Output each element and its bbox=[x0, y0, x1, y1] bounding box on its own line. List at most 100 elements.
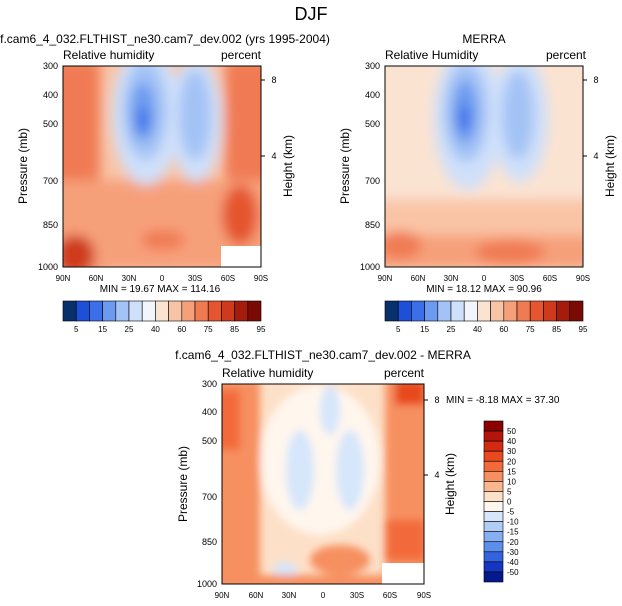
colorbar-label: 50 bbox=[507, 427, 516, 436]
colorbar-label: 40 bbox=[473, 325, 482, 334]
colorbar-swatch bbox=[483, 450, 504, 462]
colorbar-swatch bbox=[477, 300, 491, 322]
y-tick-300: 300 bbox=[43, 61, 58, 71]
y-tick-400: 400 bbox=[43, 90, 58, 100]
x-tick: 60N bbox=[411, 274, 426, 283]
colorbar: 5 15 25 40 60 75 85 95 bbox=[62, 300, 266, 334]
figure-title: DJF bbox=[295, 4, 328, 24]
colorbar-label: 60 bbox=[499, 325, 508, 334]
y-tick-850: 850 bbox=[202, 537, 217, 547]
height-tick-8: 8 bbox=[271, 75, 276, 85]
units-label: percent bbox=[221, 48, 262, 62]
colorbar-swatch bbox=[234, 300, 249, 322]
colorbar-label: 5 bbox=[74, 325, 79, 334]
colorbar-label: 25 bbox=[125, 325, 134, 334]
y-tick-1000: 1000 bbox=[360, 262, 380, 272]
x-tick: 60S bbox=[383, 591, 397, 600]
colorbar-label: 0 bbox=[507, 498, 512, 507]
x-tick: 60N bbox=[89, 274, 104, 283]
y-ticks: 300 400 500 700 850 1000 bbox=[197, 379, 217, 589]
colorbar-swatch bbox=[483, 521, 504, 532]
x-tick: 30S bbox=[510, 274, 524, 283]
x-tick: 30N bbox=[282, 591, 297, 600]
colorbar-label: -20 bbox=[507, 538, 519, 547]
colorbar-swatch bbox=[247, 300, 262, 322]
colorbar-swatch bbox=[411, 300, 425, 322]
colorbar-swatch bbox=[194, 300, 209, 322]
colorbar-swatch bbox=[483, 541, 504, 553]
colorbar-swatch bbox=[102, 300, 117, 322]
x-ticks: 90N 60N 30N 0 30S 60S 90S bbox=[215, 591, 431, 600]
colorbar-swatch bbox=[516, 300, 531, 322]
y-tick-500: 500 bbox=[202, 436, 217, 446]
variable-label: Relative humidity bbox=[222, 366, 313, 380]
y2-ticks: 8 4 bbox=[261, 75, 277, 161]
colorbar-label: -10 bbox=[507, 518, 519, 527]
y-ticks: 300 400 500 700 850 1000 bbox=[38, 61, 58, 272]
panel-title: MERRA bbox=[462, 32, 505, 46]
panel-title: f.cam6_4_032.FLTHIST_ne30.cam7_dev.002 -… bbox=[175, 348, 471, 362]
colorbar-label: 75 bbox=[526, 325, 535, 334]
height-tick-4: 4 bbox=[434, 470, 439, 480]
x-tick: 0 bbox=[321, 591, 326, 600]
colorbar-label: -5 bbox=[507, 508, 515, 517]
colorbar-swatch bbox=[483, 460, 504, 472]
colorbar-label: 95 bbox=[257, 325, 266, 334]
colorbar-label: 25 bbox=[447, 325, 456, 334]
colorbar-label: 5 bbox=[507, 487, 512, 496]
y-axis-title: Pressure (mb) bbox=[338, 128, 352, 204]
x-ticks: 90N 60N 30N 0 30S 60S 90S bbox=[378, 274, 590, 283]
colorbar-swatch bbox=[115, 300, 130, 322]
colorbar-swatch bbox=[483, 551, 504, 563]
y-tick-850: 850 bbox=[43, 220, 58, 230]
x-tick: 60N bbox=[249, 591, 264, 600]
colorbar-swatch bbox=[483, 501, 504, 512]
colorbar-swatch bbox=[424, 300, 439, 322]
contour-field bbox=[222, 384, 424, 584]
x-tick: 30S bbox=[350, 591, 364, 600]
colorbar-swatch bbox=[483, 531, 504, 543]
x-tick: 0 bbox=[160, 274, 165, 283]
colorbar-label: -40 bbox=[507, 558, 519, 567]
x-tick: 90N bbox=[215, 591, 230, 600]
colorbar-label: 30 bbox=[507, 447, 516, 456]
colorbar-swatch bbox=[181, 300, 196, 322]
colorbar-label: 40 bbox=[151, 325, 160, 334]
x-ticks: 90N 60N 30N 0 30S 60S 90S bbox=[56, 274, 268, 283]
colorbar-label: 15 bbox=[507, 467, 516, 476]
colorbar-label: -30 bbox=[507, 548, 519, 557]
colorbar-label: 85 bbox=[230, 325, 239, 334]
colorbar-swatch bbox=[483, 481, 504, 492]
colorbar-label: -15 bbox=[507, 528, 519, 537]
colorbar-swatch bbox=[450, 300, 465, 322]
y2-ticks: 8 4 bbox=[424, 395, 440, 480]
colorbar-swatch bbox=[155, 300, 169, 322]
x-tick: 90S bbox=[417, 591, 431, 600]
y-tick-400: 400 bbox=[365, 90, 380, 100]
colorbar-swatch bbox=[437, 300, 452, 322]
height-tick-8: 8 bbox=[434, 395, 439, 405]
x-tick: 0 bbox=[482, 274, 487, 283]
x-tick: 90S bbox=[254, 274, 268, 283]
y-tick-300: 300 bbox=[202, 379, 217, 389]
colorbar-label: 95 bbox=[579, 325, 588, 334]
y-tick-500: 500 bbox=[365, 119, 380, 129]
contour-field bbox=[63, 66, 261, 267]
y2-axis-title: Height (km) bbox=[281, 135, 295, 197]
colorbar-swatch bbox=[483, 511, 504, 522]
y-tick-700: 700 bbox=[43, 176, 58, 186]
colorbar-swatch bbox=[89, 300, 103, 322]
x-tick: 60S bbox=[543, 274, 557, 283]
y-tick-700: 700 bbox=[365, 176, 380, 186]
colorbar-label: 20 bbox=[507, 457, 516, 466]
y2-axis-title: Height (km) bbox=[443, 453, 457, 515]
colorbar-swatch bbox=[141, 300, 156, 322]
stats-label: MIN = 18.12 MAX = 90.96 bbox=[426, 284, 542, 295]
colorbar-swatch bbox=[397, 300, 412, 322]
height-tick-4: 4 bbox=[593, 151, 598, 161]
variable-label: Relative humidity bbox=[63, 48, 154, 62]
colorbar-swatch bbox=[529, 300, 544, 322]
colorbar-swatch bbox=[483, 471, 504, 482]
y-tick-400: 400 bbox=[202, 407, 217, 417]
